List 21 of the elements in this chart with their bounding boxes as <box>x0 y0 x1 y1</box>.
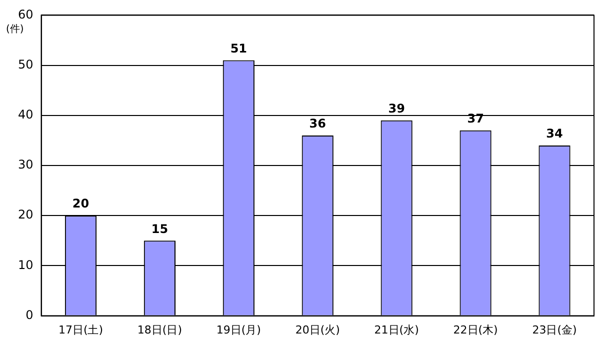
y-tick-label: 40 <box>18 108 34 122</box>
data-label: 51 <box>230 41 248 56</box>
x-tick-label: 18日(日) <box>137 323 182 336</box>
x-tick-label: 21日(水) <box>374 323 419 336</box>
data-label: 15 <box>151 222 168 236</box>
data-label: 34 <box>546 126 563 141</box>
x-tick-label: 22日(木) <box>453 323 498 336</box>
y-tick-label: 20 <box>18 208 34 222</box>
y-tick-label: 30 <box>18 158 34 172</box>
data-label: 20 <box>72 196 90 211</box>
y-tick-label: 0 <box>26 308 34 322</box>
x-tick-label: 20日(火) <box>295 323 340 336</box>
y-tick-label: 10 <box>18 258 34 272</box>
x-tick-label: 23日(金) <box>532 323 577 336</box>
y-tick-label: 60 <box>18 7 34 22</box>
data-label: 36 <box>309 116 326 131</box>
y-axis-title: (件) <box>6 23 24 36</box>
x-tick-label: 19日(月) <box>216 323 261 336</box>
x-tick-label: 17日(土) <box>58 323 104 336</box>
y-tick-label: 50 <box>18 57 34 72</box>
data-label: 39 <box>388 102 405 116</box>
